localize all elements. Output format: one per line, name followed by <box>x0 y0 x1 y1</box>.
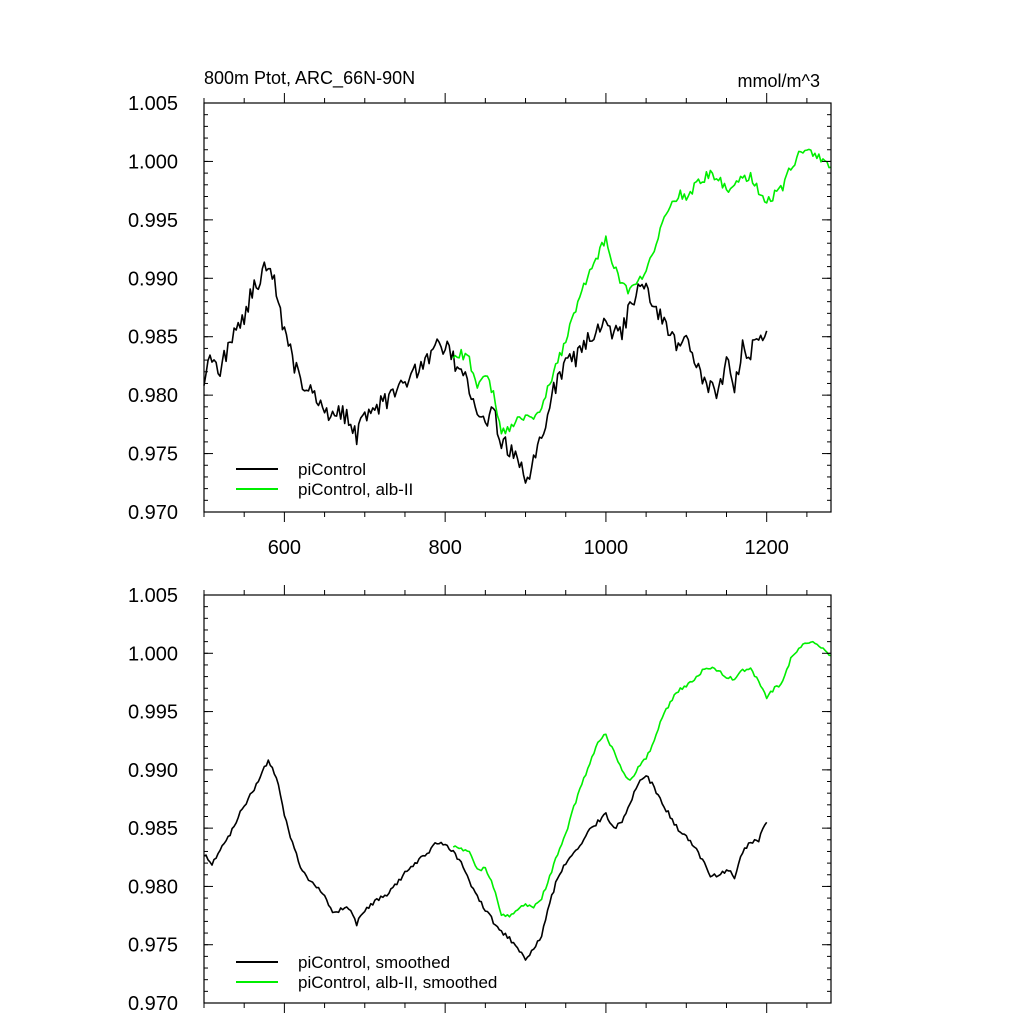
legend-bottom: piControl, smoothed piControl, alb-II, s… <box>236 953 497 992</box>
legend-top: piControl piControl, alb-II <box>236 460 413 499</box>
series-line-picontrol <box>203 261 768 484</box>
chart-title: 800m Ptot, ARC_66N-90N <box>204 68 415 89</box>
legend-label-picontrol: piControl <box>298 460 366 479</box>
y-tick-label: 0.970 <box>128 502 178 524</box>
plot-frame <box>203 102 832 513</box>
y-tick-label: 0.975 <box>128 935 178 957</box>
y-tick-label: 1.005 <box>128 585 178 607</box>
y-tick-label: 1.000 <box>128 151 178 173</box>
y-tick-label: 0.985 <box>128 327 178 349</box>
units-label: mmol/m^3 <box>738 71 820 91</box>
x-tick-label: 600 <box>268 537 301 559</box>
series-line-picontrol-alb-ii-smoothed <box>452 640 832 918</box>
y-tick-label: 0.980 <box>128 876 178 898</box>
y-tick-label: 0.995 <box>128 210 178 232</box>
bottom-panel: 0.970 0.975 0.980 0.985 0.990 0.995 1.000 1.005 <box>128 585 832 1015</box>
y-tick-label: 1.000 <box>128 643 178 665</box>
y-tick-label: 0.990 <box>128 760 178 782</box>
y-tick-label: 0.990 <box>128 268 178 290</box>
series-line-picontrol-alb-ii <box>452 148 832 435</box>
x-tick-label: 1000 <box>584 537 629 559</box>
legend-label-picontrol-smoothed: piControl, smoothed <box>298 953 450 972</box>
y-tick-label: 0.980 <box>128 385 178 407</box>
x-tick-label: 800 <box>428 537 461 559</box>
legend-label-albII: piControl, alb-II <box>298 480 413 499</box>
legend-label-albII-smoothed: piControl, alb-II, smoothed <box>298 973 497 992</box>
y-tick-label: 0.975 <box>128 444 178 466</box>
series-line-picontrol-smoothed <box>203 759 768 961</box>
x-tick-label: 1200 <box>744 537 789 559</box>
plot-frame <box>203 594 832 1004</box>
top-panel: 0.970 0.975 0.980 0.985 0.990 0.995 1.000 1.005… <box>128 93 832 559</box>
y-tick-label: 0.985 <box>128 818 178 840</box>
y-tick-label: 0.970 <box>128 993 178 1015</box>
y-tick-label: 0.995 <box>128 702 178 724</box>
y-tick-label: 1.005 <box>128 93 178 115</box>
